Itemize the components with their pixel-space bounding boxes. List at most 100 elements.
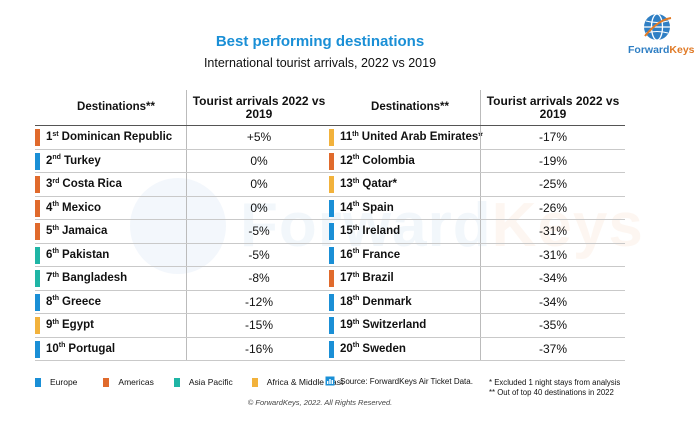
destination-name: United Arab Emirates* — [361, 131, 483, 144]
rank-suffix: th — [352, 154, 360, 162]
rank-number: 13 — [340, 178, 353, 191]
rank-suffix: th — [52, 201, 60, 209]
rank-number: 14 — [340, 201, 353, 214]
arrivals-change-value: -16% — [186, 337, 331, 360]
arrivals-header: Tourist arrivals 2022 vs 2019 — [480, 90, 625, 125]
arrivals-change-value: +5% — [186, 126, 331, 149]
region-color-bar — [35, 129, 40, 146]
globe-icon — [644, 13, 672, 41]
region-color-bar — [329, 317, 334, 334]
arrivals-change-value: -34% — [480, 290, 625, 313]
rank-suffix: st — [52, 130, 59, 138]
arrivals-change-value: -19% — [480, 149, 625, 172]
destination-name: Greece — [62, 295, 102, 308]
rank-number: 10 — [46, 342, 59, 355]
region-color-bar — [329, 340, 334, 358]
arrivals-change-value: 0% — [186, 196, 331, 219]
region-color-bar — [329, 176, 334, 193]
legend-swatch — [251, 377, 258, 387]
legend-item: Europe — [35, 377, 77, 387]
arrivals-header: Tourist arrivals 2022 vs 2019 — [186, 90, 331, 125]
arrivals-change-value: -35% — [480, 314, 625, 337]
region-legend: Europe Americas Asia Pacific Africa & Middl… — [35, 377, 343, 387]
destination-name: Ireland — [362, 225, 401, 238]
rank-number: 12 — [340, 154, 353, 167]
destination-name: Colombia — [362, 154, 415, 167]
region-color-bar — [329, 129, 334, 146]
source-text: Source: ForwardKeys Air Ticket Data. — [340, 376, 473, 386]
region-color-bar — [35, 293, 40, 311]
arrivals-change-value: -12% — [186, 290, 331, 313]
destination-name: Portugal — [68, 342, 116, 355]
region-color-bar — [35, 270, 40, 287]
footnote: ** Out of top 40 destinations in 2022 — [489, 388, 614, 397]
logo-text: ForwardKeys — [628, 44, 695, 56]
destination-name: Costa Rica — [62, 178, 122, 191]
arrivals-change-value: 0% — [186, 149, 331, 172]
page-title: Best performing destinations — [215, 33, 425, 50]
destinations-table-right: Destinations** Tourist arrivals 2022 vs … — [329, 90, 625, 361]
arrivals-change-value: -25% — [480, 173, 625, 196]
rank-number: 15 — [340, 225, 353, 238]
legend-label: Asia Pacific — [188, 377, 233, 387]
legend-label: Europe — [50, 377, 78, 387]
region-color-bar — [35, 340, 40, 358]
rank-suffix: rd — [52, 177, 60, 185]
rank-number: 19 — [340, 319, 353, 332]
destination-name: Qatar* — [362, 178, 397, 191]
legend-label: Africa & Middle East — [266, 377, 344, 387]
destinations-header: Destinations** — [371, 101, 449, 113]
footnote: * Excluded 1 night stays from analysis — [489, 378, 621, 387]
document-chart-icon — [325, 376, 335, 386]
table-header: Destinations** Tourist arrivals 2022 vs … — [35, 90, 331, 126]
destination-name: France — [362, 248, 401, 261]
destination-name: Dominican Republic — [61, 131, 173, 144]
copyright-text: © ForwardKeys, 2022. All Rights Reserved… — [247, 398, 393, 407]
rank-number: 4 — [46, 201, 53, 214]
footnotes: * Excluded 1 night stays from analysis *… — [489, 378, 620, 398]
rank-suffix: th — [352, 248, 360, 256]
destination-name: Bangladesh — [62, 272, 128, 285]
legend-item: Asia Pacific — [173, 377, 233, 387]
rank-suffix: th — [52, 318, 60, 326]
destination-name: Jamaica — [62, 225, 108, 238]
rank-suffix: th — [352, 201, 360, 209]
region-color-bar — [329, 152, 334, 170]
legend-label: Americas — [118, 377, 154, 387]
rank-suffix: th — [52, 248, 60, 256]
rank-number: 8 — [46, 295, 53, 308]
rank-number: 11 — [340, 131, 353, 144]
region-color-bar — [35, 317, 40, 334]
rank-number: 1 — [46, 131, 53, 144]
arrivals-change-value: -17% — [480, 126, 625, 149]
legend-swatch — [103, 377, 110, 387]
destinations-header: Destinations** — [77, 101, 155, 113]
arrivals-change-value: -37% — [480, 337, 625, 360]
rank-number: 2 — [46, 154, 53, 167]
rank-number: 17 — [340, 272, 353, 285]
source-note: Source: ForwardKeys Air Ticket Data. — [325, 376, 473, 386]
region-color-bar — [35, 176, 40, 193]
rank-number: 7 — [46, 272, 53, 285]
rank-number: 18 — [340, 295, 353, 308]
rank-suffix: th — [352, 342, 360, 350]
destination-name: Egypt — [62, 319, 94, 332]
